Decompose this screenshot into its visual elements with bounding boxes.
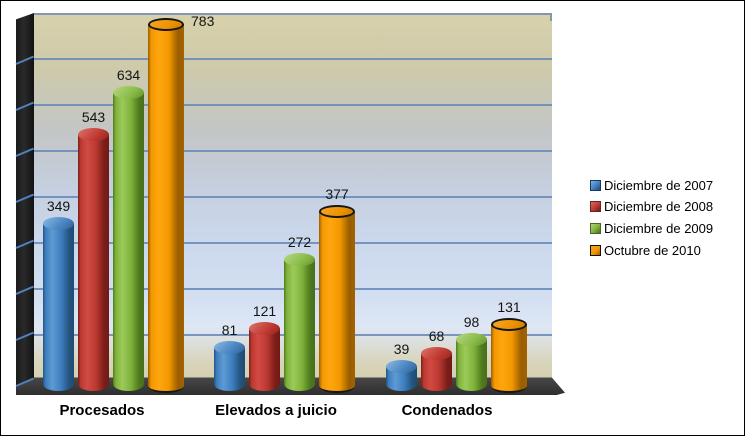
gridline	[34, 196, 552, 198]
legend-swatch-icon	[590, 244, 601, 256]
bar-cylinder-3-1	[113, 92, 144, 391]
bar-cylinder-top	[214, 340, 245, 354]
bar-cylinder-top	[319, 204, 355, 218]
bar-cylinder-1-1	[43, 223, 74, 391]
bar-cylinder-top	[456, 332, 487, 346]
gridline	[34, 150, 552, 152]
legend-item-1: Diciembre de 2007	[590, 177, 713, 193]
bar-cylinder-top	[491, 317, 527, 331]
legend-item-3: Diciembre de 2009	[590, 220, 713, 236]
legend-swatch-icon	[590, 222, 601, 234]
value-label: 634	[116, 67, 141, 84]
bar-cylinder-2-2	[249, 328, 280, 391]
value-label: 783	[191, 12, 215, 29]
legend-item-4: Octubre de 2010	[590, 242, 701, 258]
legend-label: Diciembre de 2008	[604, 199, 714, 215]
value-label: 98	[463, 313, 480, 330]
value-label: 543	[81, 109, 106, 126]
legend-label: Octubre de 2010	[604, 242, 701, 258]
gridline	[34, 58, 552, 60]
category-label-2: Elevados a juicio	[215, 402, 337, 419]
category-label-3: Condenados	[401, 402, 493, 419]
bar-cylinder-4-3	[491, 323, 527, 393]
legend-label: Diciembre de 2007	[604, 177, 714, 193]
value-label: 121	[252, 303, 277, 320]
value-label: 377	[325, 185, 349, 202]
value-label: 39	[393, 341, 410, 358]
bar-cylinder-top	[148, 17, 184, 31]
value-label: 272	[287, 233, 312, 250]
bar-cylinder-top	[284, 252, 315, 266]
bar-cylinder-top	[421, 346, 452, 360]
bar-cylinder-3-3	[456, 338, 487, 391]
bar-cylinder-4-2	[319, 210, 355, 393]
bar-cylinder-4-1	[148, 23, 184, 393]
bar-cylinder-1-2	[214, 346, 245, 391]
bar-cylinder-2-1	[78, 134, 109, 391]
legend-label: Diciembre de 2009	[604, 220, 714, 236]
value-label: 349	[46, 198, 71, 215]
bar-cylinder-top	[113, 86, 144, 100]
bar-cylinder-top	[43, 217, 74, 231]
bar-cylinder-top	[78, 128, 109, 142]
gridline	[34, 104, 552, 106]
value-label: 68	[428, 327, 445, 344]
category-label-1: Procesados	[59, 402, 145, 419]
gridline	[34, 242, 552, 244]
plot-right-edge-cap	[550, 13, 552, 21]
bar-cylinder-top	[249, 322, 280, 336]
bar-cylinder-3-2	[284, 258, 315, 391]
legend-swatch-icon	[590, 201, 601, 213]
value-label: 81	[221, 321, 238, 338]
legend-swatch-icon	[590, 179, 601, 191]
bar-cylinder-top	[386, 360, 417, 374]
legend-item-2: Diciembre de 2008	[590, 199, 713, 215]
value-label: 131	[497, 298, 521, 315]
